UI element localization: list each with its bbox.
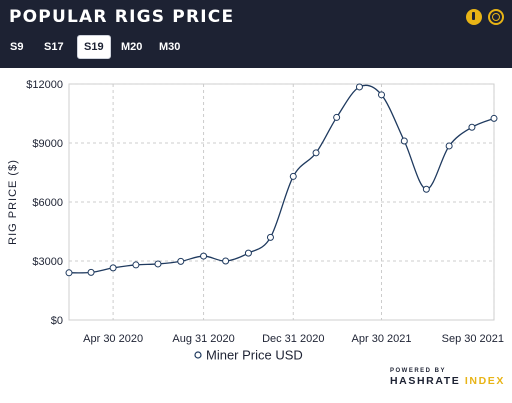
legend-marker <box>194 351 202 359</box>
legend-label: Miner Price USD <box>206 348 303 363</box>
data-point <box>378 91 385 99</box>
x-tick-label: Sep 30 2021 <box>442 333 504 345</box>
data-point <box>333 113 341 121</box>
data-point <box>289 172 297 180</box>
coin-icon[interactable] <box>466 9 482 25</box>
series-line <box>68 84 495 274</box>
y-axis-label: RIG PRICE ($) <box>7 159 19 245</box>
widget-header: POPULAR RIGS PRICE S9 S17 S19 M20 M30 <box>0 0 512 68</box>
y-tick-label: $12000 <box>26 79 63 91</box>
tab-s9[interactable]: S9 <box>10 41 24 53</box>
powered-by-label: POWERED BY <box>390 368 447 374</box>
data-point <box>177 257 185 265</box>
data-point <box>109 264 117 272</box>
tab-m30[interactable]: M30 <box>159 41 181 53</box>
hashrate-index-logo: POWERED BY HASHRATE INDEX <box>390 368 508 387</box>
data-point <box>222 257 230 265</box>
x-tick-label: Apr 30 2021 <box>352 333 412 345</box>
y-tick-label: $3000 <box>32 256 63 268</box>
aperture-icon[interactable] <box>488 9 504 25</box>
tab-s17[interactable]: S17 <box>44 41 64 53</box>
data-point <box>400 137 408 145</box>
data-point <box>312 149 320 157</box>
brand-name: HASHRATE INDEX <box>390 375 508 387</box>
data-point <box>422 185 430 193</box>
chart-title: POPULAR RIGS PRICE <box>9 7 235 27</box>
brand-main: HASHRATE <box>390 375 461 387</box>
data-point <box>132 261 140 269</box>
tab-m20[interactable]: M20 <box>121 41 143 53</box>
data-point <box>490 114 498 122</box>
data-point <box>244 249 252 257</box>
data-point <box>266 233 274 241</box>
x-tick-label: Aug 31 2020 <box>172 333 234 345</box>
data-point <box>355 83 363 91</box>
data-point <box>154 260 162 268</box>
y-tick-label: $9000 <box>32 138 63 150</box>
data-point <box>65 269 73 277</box>
data-point <box>468 123 476 131</box>
data-point <box>445 142 453 150</box>
tab-s19[interactable]: S19 <box>77 35 111 59</box>
x-tick-label: Apr 30 2020 <box>83 333 143 345</box>
data-point <box>200 252 208 260</box>
y-tick-label: $0 <box>51 315 63 327</box>
brand-accent: INDEX <box>464 375 505 387</box>
data-point <box>87 268 95 276</box>
y-tick-label: $6000 <box>32 197 63 209</box>
x-tick-label: Dec 31 2020 <box>262 333 324 345</box>
